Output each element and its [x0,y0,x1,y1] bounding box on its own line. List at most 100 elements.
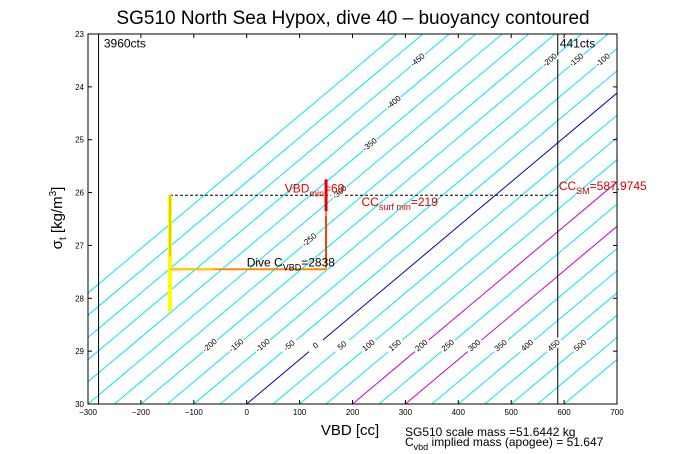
y-tick-label: 26 [75,189,84,198]
x-tick-label: 700 [610,408,624,417]
contour-label-bottom: -200 [201,337,219,355]
y-axis-label-subscript: t [58,237,69,240]
contour-line [88,34,503,383]
contour-label-background [593,51,613,70]
contour-line [88,34,424,316]
contour-label-background [330,183,350,202]
chart-title: SG510 North Sea Hypox, dive 40 – buoyanc… [116,8,589,29]
footer-scale-mass: SG510 scale mass =51.6442 kg [405,425,575,439]
footer-implied-mass-subscript: vbd [414,442,429,452]
annotation-main: CC [559,179,577,193]
contour-label-background [359,336,379,355]
x-axis-ticks: −300 −200 −100 0 100 200 300 400 500 600 700 [79,34,624,417]
x-tick-label: 100 [293,408,307,417]
count-label: 441cts [560,36,595,50]
svg-text:σt [kg/m3]: σt [kg/m3] [48,187,69,250]
count-labels: 3960cts 441cts [104,36,595,50]
y-tick-label: 27 [75,241,84,250]
contour-label-background [280,337,299,355]
count-label: 3960cts [104,36,146,50]
y-axis-label-unit-close: ] [49,187,66,191]
y-tick-label: 28 [75,294,84,303]
y-tick-label: 30 [75,400,84,409]
annotation-value: =587.9745 [590,179,647,193]
y-axis-label-unit: [kg/m [49,196,66,237]
contour-label-background [332,337,352,355]
annotation-vbd_min: VBDmin=69 [285,182,345,199]
x-tick-label: 600 [557,408,571,417]
annotation-main: CC [361,195,379,209]
contour-label-background [438,337,458,355]
plot-frame [87,33,618,405]
contour-label-background [384,93,404,112]
contour-label-top: -400 [385,93,403,111]
contour-label-top: -200 [541,51,559,69]
x-tick-label: 500 [505,408,519,417]
contour-label-background [200,336,220,355]
contour-label-top: -450 [409,51,427,69]
annotation-dive_cvbd: Dive CVBD=2838 [247,256,336,273]
y-axis-ticks: 23 24 25 26 27 28 29 30 [75,30,617,409]
footer-implied-mass: Cvbd implied mass (apogee) = 51.647 [405,435,604,452]
contour-label-background [570,336,590,355]
contour-line [537,336,617,404]
contour-line [88,34,397,294]
dive-profile [167,179,328,312]
y-tick-label: 24 [75,83,84,92]
annotation-main: Dive C [247,256,283,270]
x-tick-label: 0 [244,408,249,417]
contour-label-background [253,336,273,355]
contour-label-top: -100 [594,51,612,69]
annotation-subscript: min [309,189,324,199]
contour-line [88,34,477,361]
contour-label-background [300,231,320,249]
annotation-value: =69 [324,182,345,196]
contour-label-background [518,336,537,355]
footer-implied-mass-symbol: C [405,435,414,449]
x-axis-label: VBD [cc] [321,422,379,439]
contour-label-background [385,337,405,355]
contour-label-bottom: 0 [311,340,321,350]
contour-line [352,181,617,404]
x-tick-label: 300 [399,408,413,417]
contour-label-background [306,336,326,355]
annotation-value: =219 [411,195,438,209]
contour-label-background [567,51,587,70]
annotation-main: VBD [285,182,310,196]
y-axis-label-symbol: σ [49,239,66,249]
annotation-cc_sm: CCSM=587.9745 [559,179,647,196]
annotation-subscript: VBD [283,263,302,273]
contour-line [88,34,529,404]
annotation-cc_surf: CCsurf min=219 [361,195,438,212]
y-tick-label: 29 [75,347,84,356]
y-tick-label: 23 [75,30,84,39]
contour-line [88,34,450,339]
annotation-subscript: SM [576,186,590,196]
contour-label-bottom: -100 [254,337,272,355]
contour-label-background [544,337,564,355]
annotation-value: =2838 [301,256,335,270]
x-tick-label: −300 [79,408,98,417]
contour-line [457,270,617,404]
contour-label-background [465,336,485,355]
x-tick-label: 200 [346,408,360,417]
contour-label-background [540,51,560,70]
contour-label-background [360,136,380,154]
contour-label-top: -250 [300,231,318,249]
contour-label-background [491,337,511,355]
x-tick-label: 400 [452,408,466,417]
contour-label-top: -350 [361,136,379,154]
contour-line [510,314,617,404]
x-tick-label: −200 [132,408,151,417]
y-axis-label: σt [kg/m3] [48,187,69,250]
footer-implied-mass-value: implied mass (apogee) = 51.647 [428,435,603,449]
annotation-subscript: surf min [379,202,411,212]
contour-label-background [227,337,247,355]
contour-label-background [408,51,428,70]
contour-label-background [412,336,432,355]
contour-label-bottom: -150 [227,337,245,355]
contour-line [114,34,556,404]
